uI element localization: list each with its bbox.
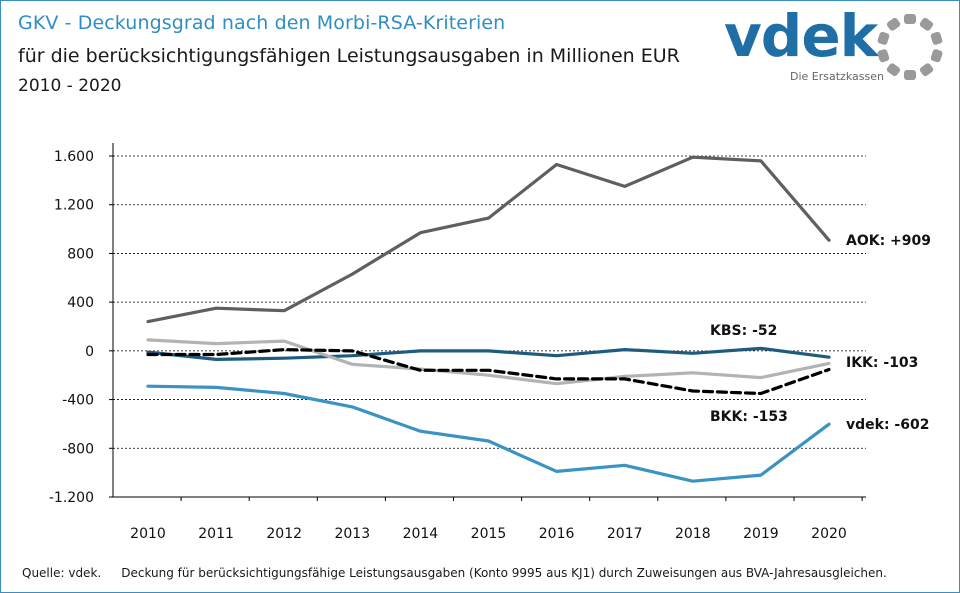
series-label-vdek: vdek: -602 — [846, 417, 929, 433]
series-line-aok — [146, 155, 831, 324]
x-tick-label: 2016 — [539, 526, 575, 542]
y-tick-label: 1.200 — [54, 198, 94, 214]
vdek-logo: vdek Die Ersatzkassen — [724, 2, 950, 88]
logo-wordmark: vdek — [724, 2, 878, 70]
series-line-vdek — [146, 384, 831, 483]
x-tick-label: 2018 — [675, 526, 711, 542]
logo-ring-segment — [904, 70, 916, 80]
chart-period: 2010 - 2020 — [18, 76, 122, 96]
logo-ring-segment — [886, 63, 901, 77]
series-label-kbs: KBS: -52 — [710, 323, 777, 339]
x-tick-label: 2020 — [811, 526, 847, 542]
x-tick-label: 2015 — [471, 526, 507, 542]
chart-title: GKV - Deckungsgrad nach den Morbi-RSA-Kr… — [18, 12, 506, 34]
series-line-kbs — [146, 346, 831, 361]
logo-ring-segment — [877, 49, 890, 63]
series-line-bkk — [146, 348, 831, 396]
logo-ring-segment — [930, 31, 943, 45]
series-label-ikk: IKK: -103 — [846, 355, 918, 371]
logo-ring-segment — [886, 17, 901, 31]
x-tick-label: 2010 — [130, 526, 166, 542]
y-tick-label: 0 — [85, 344, 94, 360]
logo-ring-segment — [930, 49, 943, 63]
y-tick-label: -400 — [62, 393, 94, 409]
y-tick-label: 400 — [67, 295, 94, 311]
logo-ring-icon — [877, 14, 943, 80]
y-tick-label: 800 — [67, 246, 94, 262]
y-tick-label: 1.600 — [54, 149, 94, 165]
x-tick-label: 2011 — [198, 526, 234, 542]
x-tick-label: 2017 — [607, 526, 643, 542]
x-tick-label: 2019 — [743, 526, 779, 542]
series-line-ikk — [146, 338, 831, 386]
x-tick-label: 2012 — [266, 526, 302, 542]
logo-tagline: Die Ersatzkassen — [790, 70, 884, 83]
logo-ring-segment — [904, 14, 916, 24]
chart-footer: Quelle: vdek. Deckung für berücksichtigun… — [22, 566, 887, 580]
chart-subtitle: für die berücksichtigungsfähigen Leistun… — [18, 45, 680, 67]
footer-note: Deckung für berücksichtigungsfähige Leis… — [121, 566, 887, 580]
series-label-bkk: BKK: -153 — [710, 409, 788, 425]
logo-ring-segment — [877, 31, 890, 45]
footer-source: Quelle: vdek. — [22, 566, 102, 580]
logo-ring-segment — [919, 17, 934, 31]
x-tick-label: 2014 — [403, 526, 439, 542]
y-tick-label: -800 — [62, 441, 94, 457]
y-tick-label: -1.200 — [49, 490, 94, 506]
logo-ring-segment — [919, 63, 934, 77]
series-label-aok: AOK: +909 — [846, 233, 931, 249]
x-tick-label: 2013 — [334, 526, 370, 542]
